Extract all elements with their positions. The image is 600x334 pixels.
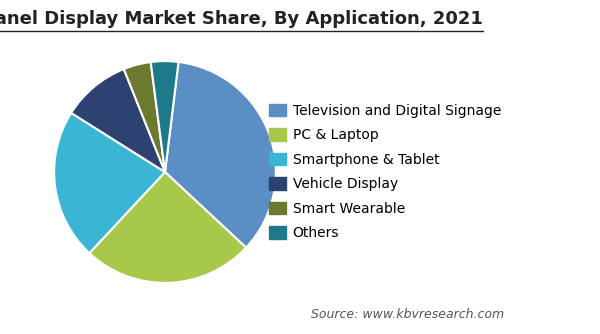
Wedge shape (89, 172, 246, 283)
Legend: Television and Digital Signage, PC & Laptop, Smartphone & Tablet, Vehicle Displa: Television and Digital Signage, PC & Lap… (269, 104, 501, 240)
Wedge shape (151, 61, 179, 172)
Wedge shape (124, 62, 165, 172)
Wedge shape (165, 62, 276, 247)
Text: Flat Panel Display Market Share, By Application, 2021: Flat Panel Display Market Share, By Appl… (0, 10, 483, 28)
Wedge shape (54, 113, 165, 253)
Wedge shape (71, 69, 165, 172)
Text: Source: www.kbvresearch.com: Source: www.kbvresearch.com (311, 308, 505, 321)
